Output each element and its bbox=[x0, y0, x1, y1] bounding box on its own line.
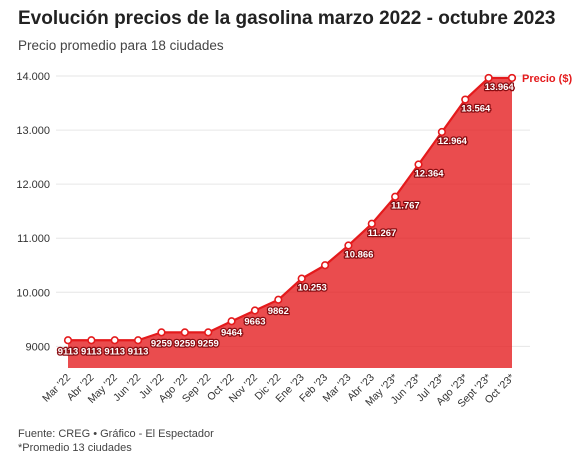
y-tick-label: 9000 bbox=[26, 341, 50, 353]
data-point bbox=[461, 95, 470, 104]
data-point bbox=[367, 219, 376, 228]
data-label: 9113 bbox=[81, 346, 102, 357]
y-tick-label: 11.000 bbox=[17, 233, 50, 245]
data-point bbox=[157, 328, 166, 337]
data-point bbox=[297, 274, 306, 283]
data-point bbox=[320, 261, 330, 270]
data-label: 9259 bbox=[174, 338, 195, 349]
chart-subtitle: Precio promedio para 18 ciudades bbox=[18, 38, 224, 53]
data-label: 10.253 bbox=[298, 283, 327, 294]
data-point bbox=[110, 336, 119, 345]
y-tick-label: 12.000 bbox=[16, 179, 50, 191]
y-tick-label: 10.000 bbox=[16, 287, 50, 299]
data-point bbox=[87, 336, 96, 345]
data-point bbox=[391, 192, 400, 201]
data-label: 12.364 bbox=[415, 168, 445, 179]
data-point bbox=[507, 73, 517, 83]
data-label: 9113 bbox=[58, 346, 79, 357]
data-label: 12.964 bbox=[438, 136, 468, 147]
y-tick-label: 13.000 bbox=[16, 125, 50, 137]
data-point bbox=[134, 336, 143, 345]
data-point bbox=[344, 241, 353, 250]
data-point bbox=[250, 306, 260, 315]
data-label: 9259 bbox=[151, 338, 172, 349]
chart-title: Evolución precios de la gasolina marzo 2… bbox=[18, 8, 556, 29]
data-label: 11.267 bbox=[368, 228, 397, 239]
data-point bbox=[227, 317, 236, 326]
data-label: 11.767 bbox=[391, 201, 420, 212]
data-point bbox=[414, 160, 423, 169]
data-point bbox=[180, 328, 189, 337]
data-point bbox=[437, 127, 446, 137]
data-label: 13.564 bbox=[461, 104, 491, 115]
series-label: Precio ($) bbox=[522, 73, 572, 85]
data-point bbox=[204, 328, 213, 337]
data-label: 9663 bbox=[244, 317, 265, 328]
data-label: 9113 bbox=[104, 346, 125, 357]
data-point bbox=[63, 336, 73, 345]
data-label: 9862 bbox=[268, 306, 289, 317]
data-label: 10.866 bbox=[344, 249, 373, 260]
data-point bbox=[274, 295, 283, 304]
data-label: 9464 bbox=[221, 327, 243, 338]
source-note: Fuente: CREG • Gráfico - El Espectador bbox=[18, 428, 214, 440]
data-label: 9259 bbox=[198, 338, 219, 349]
data-label: 13.964 bbox=[485, 82, 515, 93]
series-line bbox=[68, 76, 512, 342]
y-tick-label: 14.000 bbox=[16, 71, 50, 83]
series-area bbox=[68, 77, 512, 369]
data-point bbox=[484, 73, 493, 83]
footnote: *Promedio 13 ciudades bbox=[18, 442, 132, 454]
data-label: 9113 bbox=[128, 346, 149, 357]
